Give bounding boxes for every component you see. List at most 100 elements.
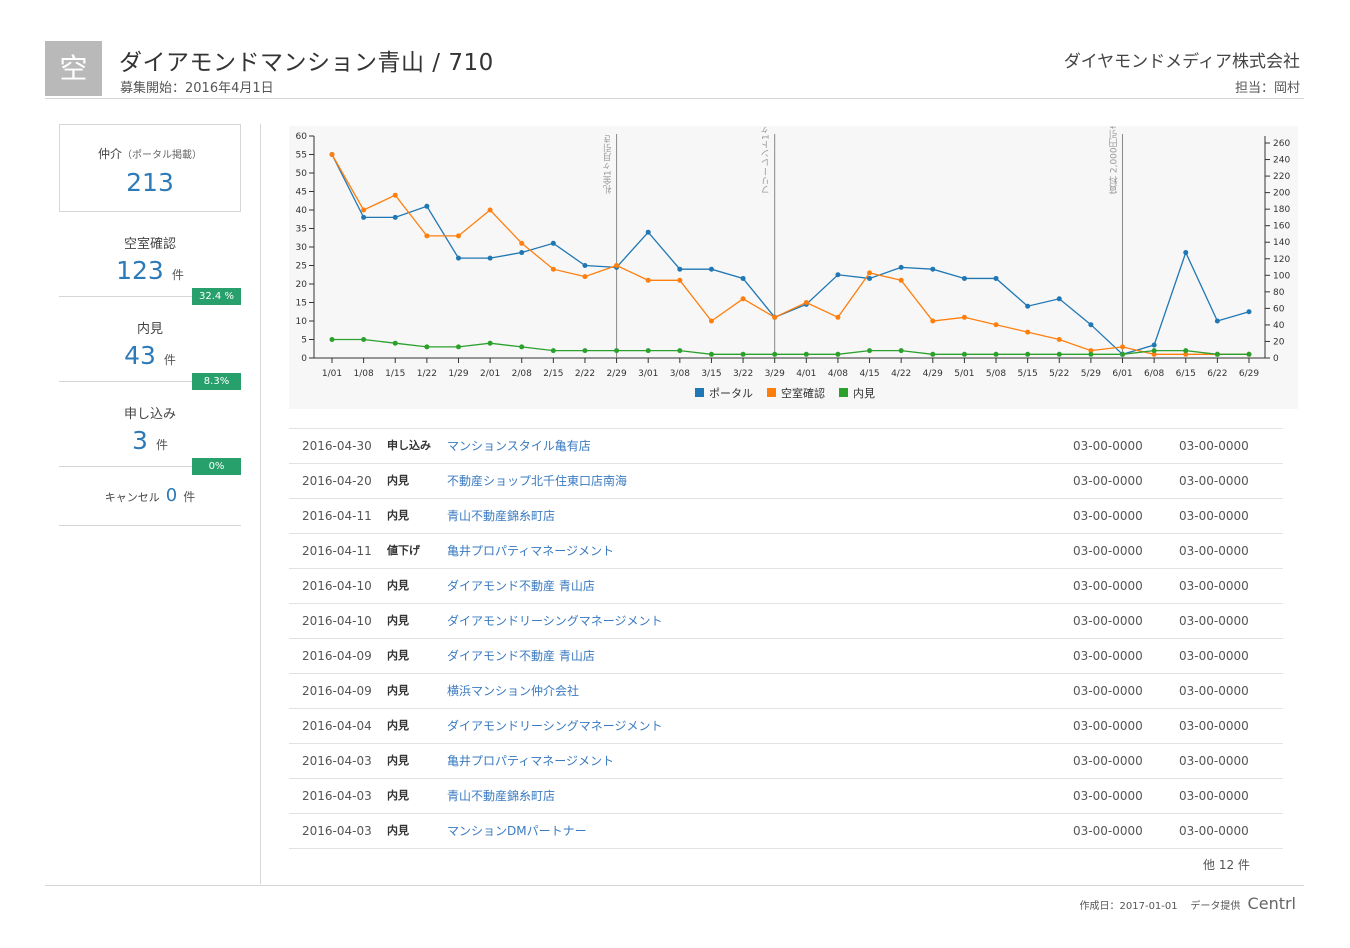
y-right-tick-label: 100 bbox=[1273, 271, 1290, 281]
row-agency-link[interactable]: マンションDMパートナー bbox=[447, 824, 587, 838]
y-left-tick-label: 10 bbox=[296, 317, 308, 327]
brand-logo: Centrl bbox=[1247, 894, 1296, 913]
row-agency-link[interactable]: 不動産ショップ北千住東口店南海 bbox=[447, 474, 628, 488]
data-point bbox=[424, 203, 430, 209]
row-agency-link[interactable]: ダイアモンド不動産 青山店 bbox=[447, 579, 595, 593]
row-fax: 03-00-0000 bbox=[1179, 614, 1249, 628]
data-point bbox=[1056, 337, 1062, 342]
row-agency-link[interactable]: 亀井プロパティマネージメント bbox=[447, 754, 615, 768]
table-row: 2016-04-09 内見 横浜マンション仲介会社 03-00-0000 03-00-0… bbox=[289, 674, 1283, 709]
data-point bbox=[740, 351, 746, 357]
x-tick-label: 1/08 bbox=[354, 369, 374, 379]
data-point bbox=[961, 351, 967, 357]
data-point bbox=[803, 300, 809, 305]
y-left-tick-label: 30 bbox=[296, 243, 308, 253]
data-point bbox=[772, 351, 778, 357]
row-type: 内見 bbox=[387, 824, 409, 837]
row-fax: 03-00-0000 bbox=[1179, 474, 1249, 488]
table-row: 2016-04-04 内見 ダイアモンドリーシングマネージメント 03-00-0000… bbox=[289, 709, 1283, 744]
table-row: 2016-04-10 内見 ダイアモンド不動産 青山店 03-00-0000 03-00… bbox=[289, 569, 1283, 604]
data-point bbox=[614, 263, 620, 268]
row-phone: 03-00-0000 bbox=[1073, 579, 1143, 593]
more-count[interactable]: 他 12 件 bbox=[1203, 858, 1250, 872]
page-title: ダイアモンドマンション青山 / 710 bbox=[119, 50, 494, 76]
broker-count-box: 仲介（ポータル掲載） 213 bbox=[59, 124, 241, 212]
stat-unit: 件 bbox=[163, 353, 176, 367]
data-point bbox=[708, 351, 714, 357]
data-point bbox=[867, 348, 873, 354]
footer: 作成日：2017-01-01 データ提供 Centrl bbox=[1080, 894, 1296, 913]
stat-number: 123 bbox=[116, 256, 164, 285]
row-agency-link[interactable]: ダイアモンドリーシングマネージメント bbox=[447, 614, 663, 628]
x-tick-label: 4/22 bbox=[891, 369, 911, 379]
legend-swatch bbox=[839, 388, 848, 397]
row-fax: 03-00-0000 bbox=[1179, 824, 1249, 838]
data-point bbox=[961, 275, 967, 281]
x-tick-label: 1/01 bbox=[322, 369, 342, 379]
data-point bbox=[424, 233, 430, 239]
data-point bbox=[1120, 351, 1126, 357]
data-point bbox=[1120, 344, 1126, 350]
activity-table: 2016-04-30 申し込み マンションスタイル亀有店 03-00-0000 03-0… bbox=[289, 428, 1283, 849]
legend-label: 空室確認 bbox=[781, 386, 825, 400]
stat-percent-badge: 0% bbox=[192, 458, 241, 475]
row-date: 2016-04-03 bbox=[302, 789, 372, 803]
x-tick-label: 2/29 bbox=[606, 369, 626, 379]
data-point bbox=[867, 270, 873, 276]
data-point bbox=[677, 348, 683, 354]
row-phone: 03-00-0000 bbox=[1073, 719, 1143, 733]
row-date: 2016-04-30 bbox=[302, 439, 372, 453]
data-point bbox=[1151, 351, 1157, 357]
table-row: 2016-04-03 内見 青山不動産錦糸町店 03-00-0000 03-00-000… bbox=[289, 779, 1283, 814]
stat-percent-badge: 8.3% bbox=[192, 373, 241, 390]
table-row: 2016-04-20 内見 不動産ショップ北千住東口店南海 03-00-0000 03-… bbox=[289, 464, 1283, 499]
y-right-tick-label: 220 bbox=[1273, 172, 1290, 182]
row-phone: 03-00-0000 bbox=[1073, 544, 1143, 558]
data-point bbox=[961, 314, 967, 320]
x-tick-label: 2/22 bbox=[575, 369, 595, 379]
y-right-tick-label: 260 bbox=[1273, 139, 1290, 149]
row-type: 内見 bbox=[387, 614, 409, 627]
row-type: 内見 bbox=[387, 719, 409, 732]
data-point bbox=[1025, 329, 1031, 335]
row-date: 2016-04-11 bbox=[302, 544, 372, 558]
data-point bbox=[487, 255, 493, 261]
data-point bbox=[550, 348, 556, 354]
y-right-tick-label: 0 bbox=[1273, 354, 1279, 364]
chart-svg: 0 5 10 15 20 25 30 35 40 45 50 55 60 0 20 40 60 80 100 120 1… bbox=[296, 126, 1291, 400]
series-line bbox=[332, 338, 1249, 355]
x-tick-label: 3/22 bbox=[733, 369, 753, 379]
table-row: 2016-04-03 内見 マンションDMパートナー 03-00-0000 03-00-… bbox=[289, 814, 1283, 849]
y-right-tick-label: 40 bbox=[1273, 321, 1285, 331]
row-agency-link[interactable]: 横浜マンション仲介会社 bbox=[447, 684, 580, 698]
row-date: 2016-04-11 bbox=[302, 509, 372, 523]
table-row: 2016-04-11 内見 青山不動産錦糸町店 03-00-0000 03-00-000… bbox=[289, 499, 1283, 534]
row-fax: 03-00-0000 bbox=[1179, 789, 1249, 803]
row-agency-link[interactable]: ダイアモンド不動産 青山店 bbox=[447, 649, 595, 663]
row-date: 2016-04-03 bbox=[302, 754, 372, 768]
y-left-tick-label: 0 bbox=[301, 354, 307, 364]
data-point bbox=[740, 275, 746, 281]
y-left-tick-label: 50 bbox=[296, 169, 308, 179]
data-provider-label: データ提供 bbox=[1190, 901, 1241, 912]
table-row: 2016-04-09 内見 ダイアモンド不動産 青山店 03-00-0000 03-00… bbox=[289, 639, 1283, 674]
row-type: 内見 bbox=[387, 754, 409, 767]
data-point bbox=[582, 274, 588, 280]
row-agency-link[interactable]: 青山不動産錦糸町店 bbox=[447, 789, 556, 803]
row-agency-link[interactable]: 亀井プロパティマネージメント bbox=[447, 544, 615, 558]
row-date: 2016-04-03 bbox=[302, 824, 372, 838]
stat-unit: 件 bbox=[171, 268, 184, 282]
cancel-count: 0 bbox=[165, 485, 178, 506]
data-point bbox=[677, 277, 683, 283]
x-tick-label: 4/01 bbox=[796, 369, 816, 379]
x-tick-label: 1/22 bbox=[417, 369, 437, 379]
row-agency-link[interactable]: 青山不動産錦糸町店 bbox=[447, 509, 556, 523]
data-point bbox=[487, 207, 493, 213]
stat-number: 43 bbox=[124, 341, 156, 370]
data-point bbox=[550, 266, 556, 272]
row-phone: 03-00-0000 bbox=[1073, 824, 1143, 838]
row-agency-link[interactable]: マンションスタイル亀有店 bbox=[447, 439, 591, 453]
row-agency-link[interactable]: ダイアモンドリーシングマネージメント bbox=[447, 719, 663, 733]
row-type: 内見 bbox=[387, 789, 409, 802]
data-point bbox=[930, 318, 936, 324]
